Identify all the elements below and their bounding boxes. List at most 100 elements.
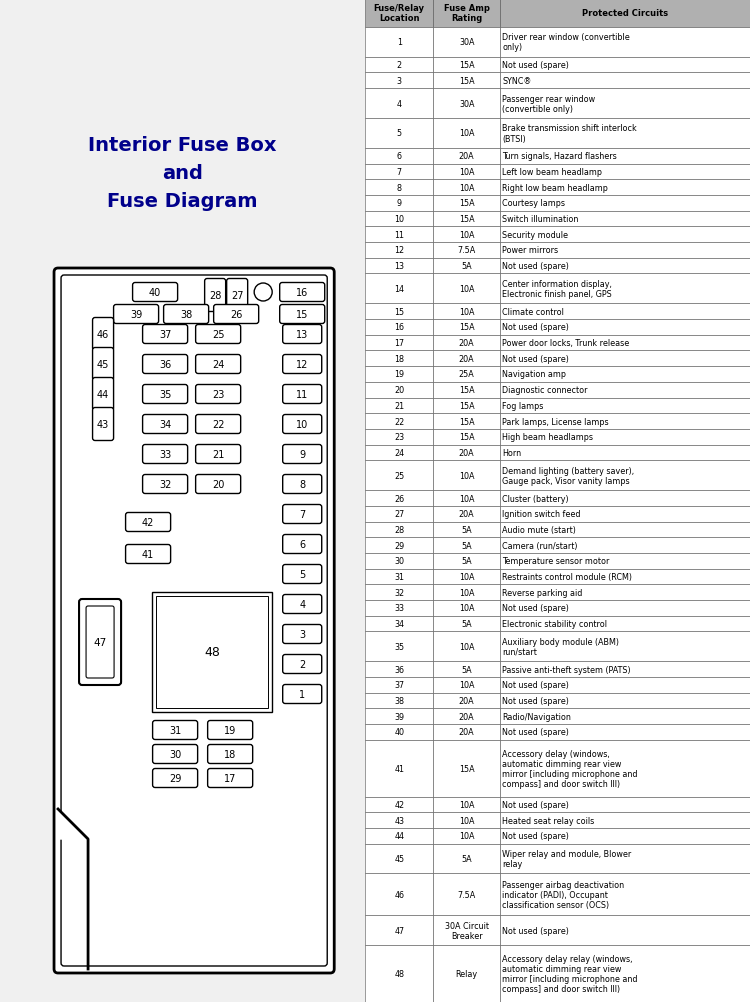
Text: High beam headlamps: High beam headlamps <box>503 433 593 442</box>
Text: 10A: 10A <box>459 471 475 480</box>
FancyBboxPatch shape <box>92 378 113 411</box>
FancyBboxPatch shape <box>208 720 253 739</box>
Text: 4: 4 <box>299 599 305 609</box>
Text: Not used (spare): Not used (spare) <box>503 926 569 935</box>
Text: Audio mute (start): Audio mute (start) <box>503 525 576 534</box>
FancyBboxPatch shape <box>283 326 322 344</box>
Bar <box>500 28 750 58</box>
Text: 20A: 20A <box>459 696 475 705</box>
Text: 25: 25 <box>212 330 224 340</box>
Text: 15A: 15A <box>459 402 475 411</box>
Text: 18: 18 <box>394 355 404 364</box>
Text: 46: 46 <box>394 890 404 899</box>
Bar <box>433 916 500 945</box>
Bar <box>365 945 434 1002</box>
Bar <box>500 58 750 73</box>
FancyBboxPatch shape <box>142 326 188 344</box>
Text: 15: 15 <box>296 310 308 320</box>
Text: 43: 43 <box>97 420 109 430</box>
Bar <box>433 73 500 89</box>
Text: Power mirrors: Power mirrors <box>503 246 558 256</box>
Bar <box>365 553 434 569</box>
Bar <box>365 227 434 242</box>
Text: 5A: 5A <box>461 541 472 550</box>
Text: 26: 26 <box>230 310 242 320</box>
Text: 38: 38 <box>180 310 192 320</box>
Bar <box>156 596 268 708</box>
FancyBboxPatch shape <box>226 280 248 313</box>
Text: 5A: 5A <box>461 619 472 628</box>
FancyBboxPatch shape <box>133 284 178 303</box>
Bar <box>433 461 500 491</box>
Text: Protected Circuits: Protected Circuits <box>582 9 668 18</box>
Text: Temperature sensor motor: Temperature sensor motor <box>503 557 610 566</box>
Bar <box>433 724 500 740</box>
FancyBboxPatch shape <box>164 306 209 325</box>
FancyBboxPatch shape <box>283 595 322 614</box>
Bar <box>500 383 750 398</box>
Bar <box>365 430 434 445</box>
Text: 3: 3 <box>397 77 402 86</box>
Bar <box>433 844 500 874</box>
Bar <box>500 320 750 336</box>
Bar <box>500 844 750 874</box>
Text: 40: 40 <box>394 727 404 736</box>
Bar <box>500 195 750 211</box>
Text: Demand lighting (battery saver),
Gauge pack, Visor vanity lamps: Demand lighting (battery saver), Gauge p… <box>503 466 634 485</box>
Text: Cluster (battery): Cluster (battery) <box>503 494 568 503</box>
Text: 20A: 20A <box>459 712 475 721</box>
Bar <box>433 119 500 148</box>
Bar <box>500 367 750 383</box>
FancyBboxPatch shape <box>79 599 121 685</box>
Bar <box>365 874 434 916</box>
Text: Courtesy lamps: Courtesy lamps <box>503 199 566 208</box>
Text: 47: 47 <box>394 926 404 935</box>
FancyBboxPatch shape <box>283 445 322 464</box>
Text: 24: 24 <box>212 360 224 370</box>
Bar <box>500 585 750 600</box>
Text: 17: 17 <box>394 339 404 348</box>
Bar <box>433 275 500 304</box>
Bar <box>365 351 434 367</box>
Bar <box>365 73 434 89</box>
Bar <box>500 445 750 461</box>
Bar <box>500 398 750 414</box>
Bar <box>500 813 750 828</box>
Bar <box>500 461 750 491</box>
Bar <box>365 677 434 693</box>
Text: Auxiliary body module (ABM)
run/start: Auxiliary body module (ABM) run/start <box>503 637 620 656</box>
Text: 17: 17 <box>224 774 236 784</box>
Bar <box>433 336 500 351</box>
Text: 10A: 10A <box>459 604 475 613</box>
Text: 12: 12 <box>394 246 404 256</box>
Text: Ignition switch feed: Ignition switch feed <box>503 510 580 519</box>
Text: 5A: 5A <box>461 262 472 271</box>
Bar <box>433 351 500 367</box>
Bar <box>433 414 500 430</box>
FancyBboxPatch shape <box>152 744 198 764</box>
Bar <box>433 367 500 383</box>
Text: 41: 41 <box>394 764 404 773</box>
Bar <box>433 813 500 828</box>
FancyBboxPatch shape <box>86 606 114 678</box>
Bar <box>500 351 750 367</box>
Text: 32: 32 <box>394 588 404 597</box>
Text: 15: 15 <box>394 308 404 317</box>
Text: 7: 7 <box>299 509 305 519</box>
Text: 10A: 10A <box>459 800 475 809</box>
Bar <box>433 538 500 553</box>
Text: 33: 33 <box>394 604 404 613</box>
Text: 42: 42 <box>394 800 404 809</box>
Text: 10A: 10A <box>459 129 475 138</box>
FancyBboxPatch shape <box>283 565 322 584</box>
Text: 29: 29 <box>394 541 404 550</box>
FancyBboxPatch shape <box>142 475 188 494</box>
FancyBboxPatch shape <box>196 445 241 464</box>
Text: 20A: 20A <box>459 727 475 736</box>
Text: Camera (run/start): Camera (run/start) <box>503 541 578 550</box>
FancyBboxPatch shape <box>92 348 113 381</box>
Text: Not used (spare): Not used (spare) <box>503 355 569 364</box>
Text: 1: 1 <box>299 689 305 699</box>
Circle shape <box>254 284 272 302</box>
Text: 45: 45 <box>394 854 404 863</box>
